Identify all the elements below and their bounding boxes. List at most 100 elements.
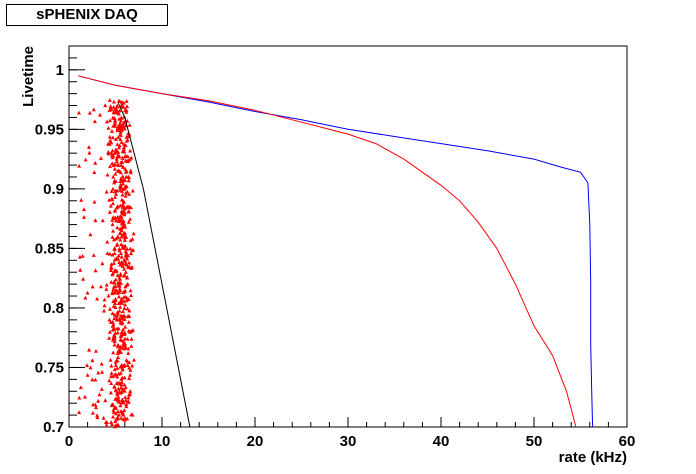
scatter-point (111, 304, 116, 308)
scatter-point (110, 252, 115, 257)
scatter-point (93, 402, 98, 407)
scatter-point (111, 237, 116, 242)
scatter-point (85, 372, 90, 377)
scatter-point (130, 264, 135, 269)
scatter-point (130, 236, 135, 241)
scatter-point (121, 105, 126, 109)
scatter-point (115, 204, 120, 209)
scatter-point (118, 304, 123, 309)
scatter-point (109, 363, 114, 368)
scatter-point (104, 189, 109, 194)
scatter-point (115, 310, 120, 315)
scatter-point (114, 156, 119, 161)
scatter-point (130, 363, 135, 368)
scatter-point (92, 119, 97, 124)
scatter-point (126, 209, 131, 214)
scatter-point (110, 135, 115, 140)
scatter-point (127, 308, 132, 313)
scatter-point (111, 408, 116, 412)
scatter-point (131, 357, 136, 362)
scatter-point (117, 143, 122, 148)
scatter-point (115, 104, 120, 109)
x-axis: 0 10 20 30 40 50 60 (65, 417, 635, 450)
scatter-point (125, 336, 130, 341)
scatter-point (114, 218, 119, 223)
scatter-point (112, 247, 117, 252)
scatter-point (115, 290, 120, 295)
scatter-point (117, 286, 122, 291)
scatter-point (113, 305, 118, 309)
scatter-point (110, 291, 115, 296)
scatter-point (114, 148, 119, 153)
scatter-point (108, 138, 113, 143)
scatter-point (93, 377, 98, 382)
scatter-point (110, 218, 115, 222)
scatter-point (115, 243, 120, 248)
scatter-point (92, 199, 97, 204)
scatter-point (114, 192, 119, 196)
scatter-point (103, 398, 108, 403)
scatter-point (105, 251, 110, 256)
chart-title: sPHENIX DAQ (6, 4, 168, 26)
scatter-point (106, 125, 111, 130)
scatter-point (116, 326, 121, 331)
scatter-point (119, 382, 124, 387)
scatter-point (117, 248, 122, 253)
scatter-point (121, 204, 126, 209)
scatter-point (97, 392, 102, 397)
scatter-point (115, 330, 120, 335)
scatter-point (124, 99, 129, 103)
scatter-point (112, 316, 117, 321)
scatter-point (90, 358, 95, 363)
scatter-point (106, 293, 111, 298)
scatter-point (130, 188, 135, 193)
scatter-point (114, 236, 119, 241)
scatter-point (110, 272, 115, 277)
scatter-point (118, 214, 123, 219)
scatter-point (112, 367, 117, 372)
scatter-point (108, 357, 113, 362)
scatter-point (111, 410, 116, 414)
scatter-point (120, 330, 125, 335)
scatter-point (116, 423, 121, 427)
scatter-point (87, 110, 92, 115)
scatter-point (82, 394, 87, 399)
scatter-point (79, 197, 84, 202)
scatter-point (115, 342, 120, 347)
scatter-point (125, 246, 130, 251)
scatter-point (120, 192, 125, 197)
scatter-point (117, 389, 122, 394)
scatter-point (112, 334, 117, 339)
scatter-point (93, 348, 98, 353)
scatter-point (112, 195, 117, 199)
scatter-point (110, 222, 115, 227)
scatter-point (115, 225, 120, 230)
scatter-point (121, 327, 126, 332)
scatter-point (112, 290, 117, 295)
scatter-point (113, 387, 118, 392)
scatter-point (119, 115, 124, 120)
scatter-point (119, 160, 124, 164)
scatter-point (109, 140, 114, 145)
scatter-point (121, 412, 126, 417)
scatter-point (125, 104, 130, 109)
scatter-point (87, 347, 92, 352)
scatter-point (130, 412, 135, 417)
scatter-point (77, 395, 82, 400)
scatter-point (110, 337, 115, 342)
scatter-point (115, 169, 120, 173)
scatter-point (121, 181, 126, 186)
scatter-point (108, 203, 113, 208)
scatter-point (127, 192, 132, 196)
scatter-point (90, 284, 95, 289)
scatter-point (124, 138, 129, 143)
scatter-point (113, 188, 118, 193)
scatter-point (117, 217, 122, 222)
scatter-point (77, 163, 82, 168)
x-tick-label: 0 (65, 433, 73, 450)
scatter-point (109, 381, 114, 386)
scatter-point (123, 166, 128, 171)
scatter-point (120, 243, 125, 248)
scatter-point (119, 197, 124, 202)
scatter-point (91, 107, 96, 112)
